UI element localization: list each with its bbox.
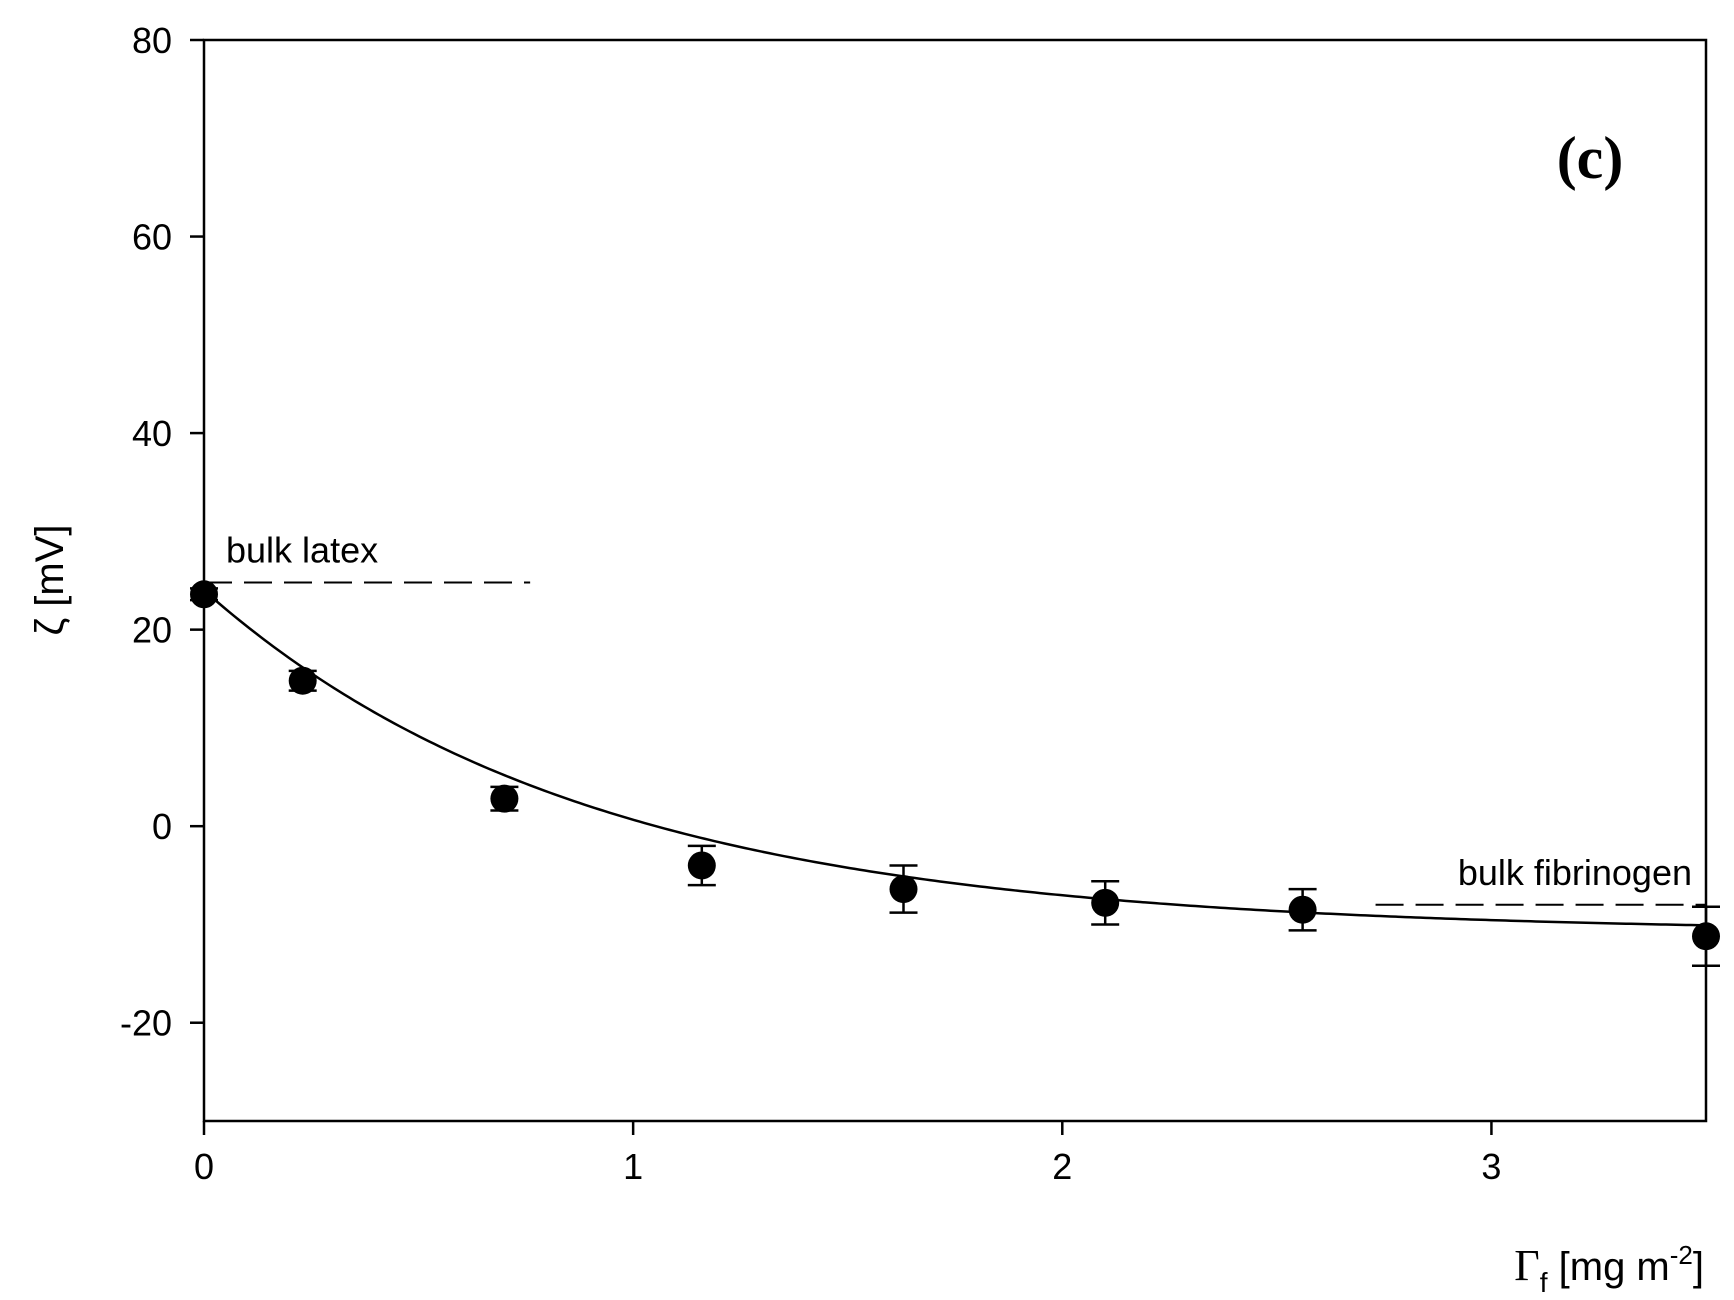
plot-frame (202, 38, 1708, 1123)
x-axis-title: Γf [mg m-2] (1514, 1240, 1704, 1298)
y-tick-label: 20 (132, 610, 172, 651)
data-points (190, 580, 1720, 967)
reference-label: bulk fibrinogen (1458, 852, 1692, 893)
x-axis-superscript: -2 (1670, 1240, 1693, 1270)
fit-curve (203, 589, 1707, 927)
data-point (1692, 922, 1720, 951)
data-point (1091, 888, 1120, 917)
data-point (190, 580, 218, 609)
x-axis-symbol: Γ (1514, 1241, 1539, 1290)
axes: -20 0 20 40 60 80 0 1 2 3 (120, 20, 1708, 1187)
data-point (288, 666, 317, 695)
x-axis-unit-close: ] (1693, 1245, 1704, 1289)
x-tick-label: 2 (1052, 1146, 1072, 1187)
x-axis-unit: [mg m (1548, 1245, 1670, 1289)
panel-label: (c) (1557, 125, 1624, 191)
reference-label: bulk latex (226, 529, 378, 570)
fit-curve-group (203, 589, 1707, 927)
y-tick-label: 0 (152, 806, 172, 847)
y-tick-label: 40 (132, 413, 172, 454)
x-tick-label: 0 (194, 1146, 214, 1187)
x-tick-label: 1 (623, 1146, 643, 1187)
x-axis-subscript: f (1540, 1267, 1548, 1298)
y-tick-label: 60 (132, 217, 172, 258)
data-point (490, 784, 519, 813)
data-point (687, 851, 716, 880)
reference-lines: bulk latex bulk fibrinogen (204, 529, 1706, 906)
y-tick-label: -20 (120, 1003, 172, 1044)
x-tick-label: 3 (1481, 1146, 1501, 1187)
y-tick-label: 80 (132, 20, 172, 61)
data-point (889, 875, 918, 904)
data-point (1288, 895, 1317, 924)
y-axis-title: ζ [mV] (28, 525, 72, 636)
